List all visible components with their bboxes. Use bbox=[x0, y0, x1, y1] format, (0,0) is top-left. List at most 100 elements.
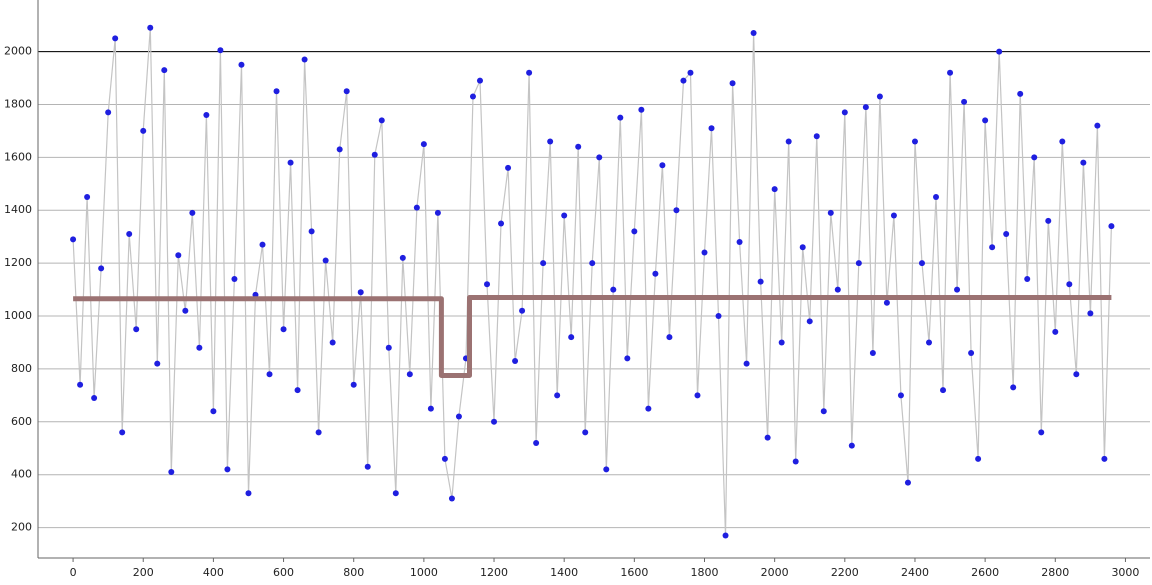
data-point bbox=[224, 466, 231, 473]
data-point bbox=[778, 339, 785, 346]
data-point bbox=[631, 228, 638, 235]
x-tick-label: 200 bbox=[133, 566, 154, 579]
data-point bbox=[687, 69, 694, 76]
data-point bbox=[512, 357, 519, 364]
data-point bbox=[771, 186, 778, 193]
data-point bbox=[596, 154, 603, 161]
data-point bbox=[378, 117, 385, 124]
data-point bbox=[680, 77, 687, 84]
x-tick-label: 3000 bbox=[1111, 566, 1139, 579]
data-point bbox=[897, 392, 904, 399]
data-point bbox=[308, 228, 315, 235]
data-point bbox=[561, 212, 568, 219]
y-tick-label: 1400 bbox=[4, 203, 32, 216]
data-point bbox=[757, 278, 764, 285]
data-point bbox=[869, 350, 876, 357]
data-point bbox=[841, 109, 848, 116]
data-point bbox=[491, 418, 498, 425]
data-point bbox=[519, 307, 526, 314]
x-tick-label: 400 bbox=[203, 566, 224, 579]
data-point bbox=[926, 339, 933, 346]
data-point bbox=[70, 236, 77, 243]
data-point bbox=[196, 344, 203, 351]
data-point bbox=[175, 252, 182, 259]
data-point bbox=[406, 371, 413, 378]
data-point bbox=[1080, 159, 1087, 166]
y-tick-label: 200 bbox=[11, 521, 32, 534]
data-point bbox=[610, 286, 617, 293]
data-point bbox=[792, 458, 799, 465]
data-point bbox=[1010, 384, 1017, 391]
data-point bbox=[638, 106, 645, 113]
data-point bbox=[112, 35, 119, 42]
data-point bbox=[848, 442, 855, 449]
data-point bbox=[813, 133, 820, 140]
data-point bbox=[350, 381, 357, 388]
data-point bbox=[708, 125, 715, 132]
data-point bbox=[1031, 154, 1038, 161]
data-point bbox=[827, 209, 834, 216]
data-point bbox=[498, 220, 505, 227]
data-point bbox=[147, 24, 154, 31]
data-point bbox=[161, 67, 168, 74]
x-tick-label: 2000 bbox=[761, 566, 789, 579]
x-tick-label: 2600 bbox=[971, 566, 999, 579]
data-point bbox=[413, 204, 420, 211]
data-point bbox=[441, 455, 448, 462]
data-point bbox=[1101, 455, 1108, 462]
data-point bbox=[526, 69, 533, 76]
data-point bbox=[996, 48, 1003, 55]
data-point bbox=[315, 429, 322, 436]
data-point bbox=[168, 469, 175, 476]
data-point bbox=[182, 307, 189, 314]
data-point bbox=[280, 326, 287, 333]
data-point bbox=[105, 109, 112, 116]
data-point bbox=[904, 479, 911, 486]
data-point bbox=[750, 30, 757, 37]
data-point bbox=[806, 318, 813, 325]
data-point bbox=[715, 313, 722, 320]
series-line bbox=[72, 27, 1112, 537]
data-point bbox=[399, 254, 406, 261]
data-point bbox=[217, 47, 224, 54]
data-point bbox=[940, 387, 947, 394]
x-tick-label: 1800 bbox=[690, 566, 718, 579]
data-point bbox=[1059, 138, 1066, 145]
data-point bbox=[427, 405, 434, 412]
data-point bbox=[126, 231, 133, 238]
data-point bbox=[273, 88, 280, 95]
data-point bbox=[982, 117, 989, 124]
data-point bbox=[883, 299, 890, 306]
data-point bbox=[694, 392, 701, 399]
data-point bbox=[589, 260, 596, 267]
data-point bbox=[722, 532, 729, 539]
data-point bbox=[455, 413, 462, 420]
data-point bbox=[329, 339, 336, 346]
data-point bbox=[420, 141, 427, 148]
data-point bbox=[392, 490, 399, 497]
x-tick-label: 800 bbox=[343, 566, 364, 579]
mean-line bbox=[73, 295, 1112, 378]
data-point bbox=[1052, 328, 1059, 335]
data-point bbox=[371, 151, 378, 158]
x-tick-label: 600 bbox=[273, 566, 294, 579]
data-point bbox=[301, 56, 308, 63]
data-point bbox=[245, 490, 252, 497]
data-point bbox=[357, 289, 364, 296]
data-point bbox=[736, 238, 743, 245]
data-point bbox=[1024, 276, 1031, 282]
data-point bbox=[294, 387, 301, 394]
data-point bbox=[975, 455, 982, 462]
data-point bbox=[203, 112, 210, 119]
x-tick-label: 2200 bbox=[831, 566, 859, 579]
data-point bbox=[266, 371, 273, 378]
data-point bbox=[1087, 310, 1094, 317]
data-point bbox=[1108, 223, 1115, 230]
data-point bbox=[364, 463, 371, 470]
data-point bbox=[505, 164, 512, 171]
data-point bbox=[890, 212, 897, 219]
data-point bbox=[575, 143, 582, 150]
y-tick-label: 800 bbox=[11, 362, 32, 375]
data-point bbox=[645, 405, 652, 412]
